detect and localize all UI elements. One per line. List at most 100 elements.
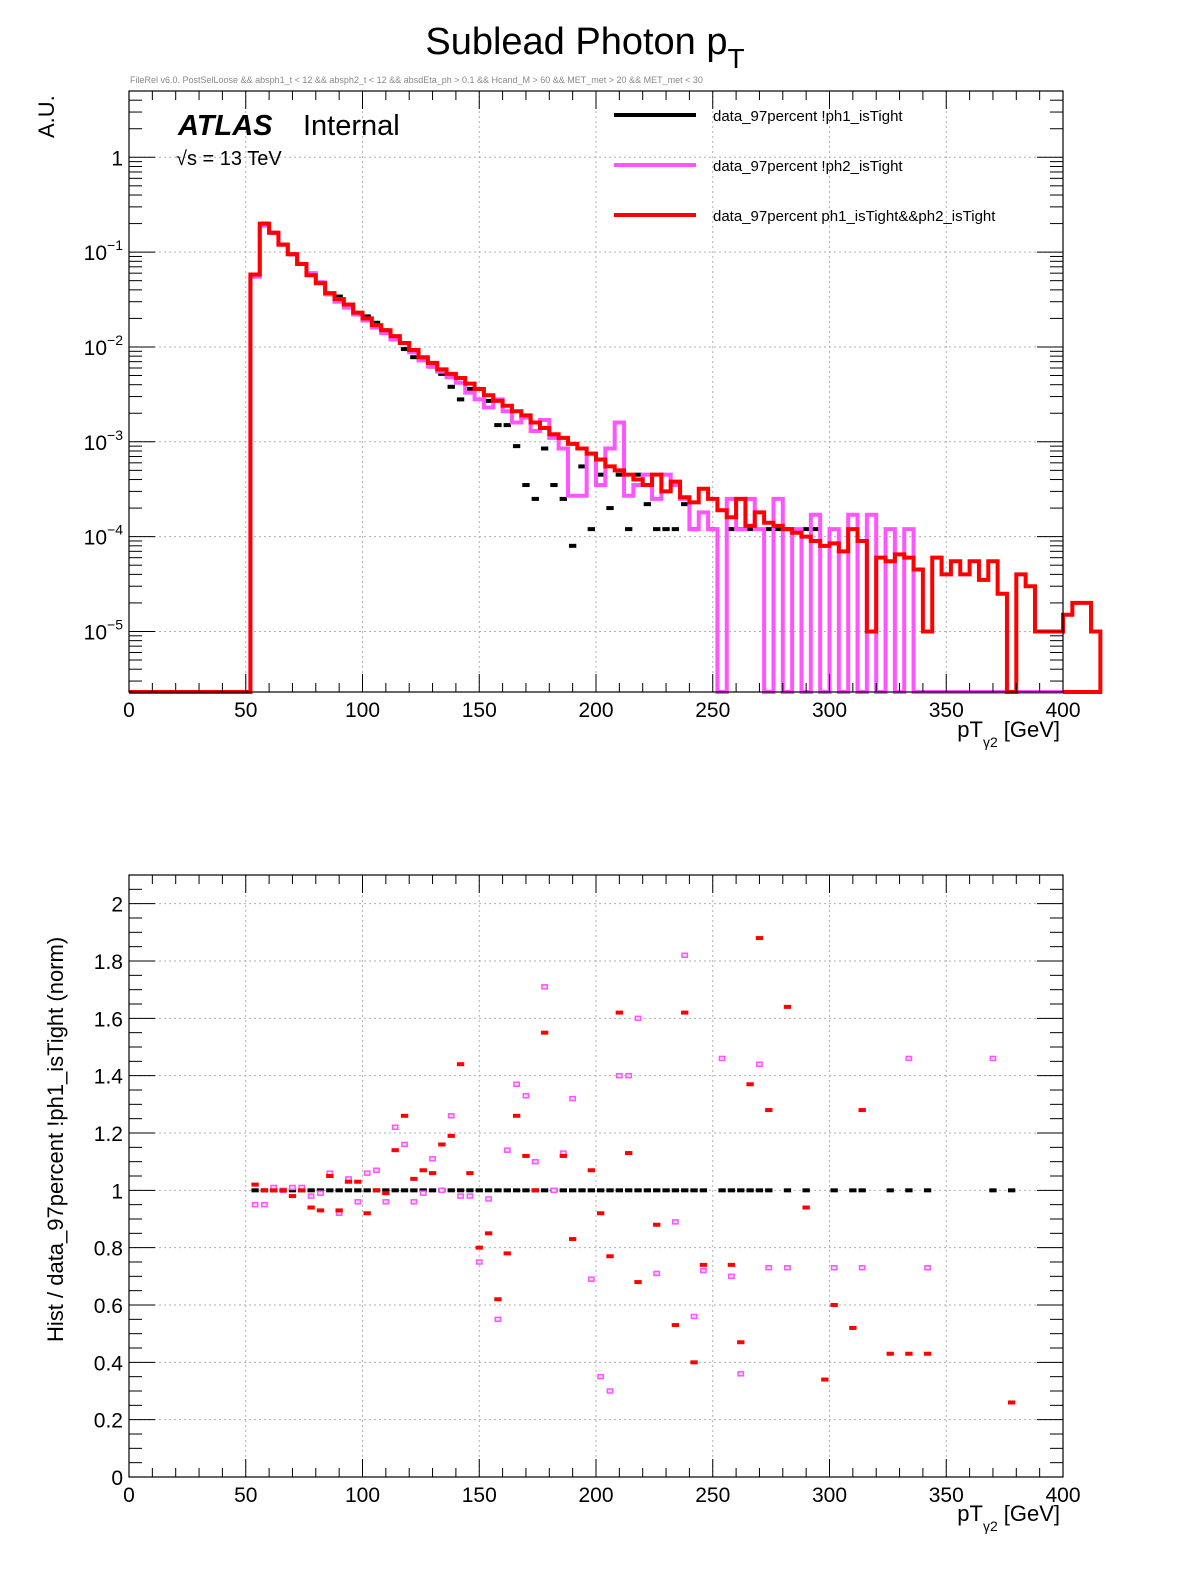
top-y-tick-label: 10−2 [84,332,124,360]
ratio-magenta-point [784,1264,791,1271]
top-y-tick-base: 10 [84,621,107,644]
legend-entry: data_97percent ph1_isTight&&ph2_isTight [713,208,996,225]
ratio-magenta-point [447,1113,455,1119]
bottom-x-tick-label: 300 [812,1484,847,1507]
top-panel: 0 50 100 150 200 250 300 350 400110−110−210−310−… [34,90,1103,750]
top-y-tick-exp: −4 [107,522,123,538]
top-y-tick-base: 1 [111,147,123,170]
ratio-magenta-point [382,1199,390,1205]
legend: data_97percent !ph1_isTight data_97percen… [614,108,996,225]
bottom-x-tick-label: 50 [234,1484,257,1507]
ratio-magenta-point [251,1201,259,1208]
top-y-tick-label: 10−1 [84,237,124,265]
bottom-x-tick-label: 400 [1045,1484,1080,1507]
top-y-tick-base: 10 [84,527,107,550]
top-series [129,221,1103,694]
legend-entry: data_97percent !ph1_isTight [713,108,903,125]
bottom-y-tick-label: 1.2 [94,1123,123,1146]
top-x-tick-label: 350 [929,699,964,722]
top-x-tick-label: 50 [234,699,257,722]
ratio-magenta-point [718,1055,726,1062]
top-x-tick-label: 150 [462,699,497,722]
bottom-ticks: 0 50 100 150 200 250 300 350 400 0 0.2 0.4 0.6 0.8 1 1.… [94,874,1081,1507]
bottom-x-tick-label: 350 [929,1484,964,1507]
ratio-magenta-point [289,1184,296,1191]
atlas-status: Internal [303,110,400,142]
top-grid [129,91,1063,692]
top-xlabel-main: pT [957,717,983,742]
ratio-magenta-point [625,1072,633,1079]
bottom-xlabel: pTγ2 [GeV] [957,1501,1060,1534]
ratio-magenta-point [550,1187,558,1194]
bottom-xlabel-unit: [GeV] [1004,1501,1060,1526]
bottom-panel: 0 50 100 150 200 250 300 350 400 0 0.2 0.4 0.6 0.8 1 1.… [43,874,1081,1534]
top-y-tick-exp: −1 [107,237,123,253]
ratio-magenta-point [569,1095,577,1102]
ratio-magenta-point [858,1264,866,1271]
ratio-magenta-point [503,1147,511,1153]
top-red-step [129,221,1103,694]
ratio-magenta-point [531,1158,539,1165]
legend-entry: data_97percent !ph2_isTight [713,158,903,175]
bottom-x-tick-label: 0 [123,1484,135,1507]
ratio-magenta-point [457,1193,464,1199]
ratio-magenta-point [475,1259,483,1265]
bottom-y-tick-label: 1 [111,1180,123,1203]
ratio-magenta-point [756,1061,763,1067]
ratio-magenta-point [653,1270,661,1277]
ratio-magenta-point [541,984,549,990]
bottom-xlabel-sub: γ2 [983,1518,998,1534]
chart-title-main: Sublead Photon p [425,21,727,63]
ratio-magenta-point [373,1167,380,1174]
top-y-tick-exp: −5 [107,616,123,632]
ratio-magenta-point [587,1276,595,1282]
bottom-y-tick-label: 0.8 [94,1238,123,1261]
top-xlabel-unit: [GeV] [1004,717,1060,742]
chart-title: Sublead Photon pT [425,21,744,74]
ratio-magenta-point [261,1201,268,1208]
top-x-tick-label: 0 [123,699,135,722]
ratio-magenta-point [317,1190,324,1196]
bottom-x-tick-label: 150 [462,1484,497,1507]
bottom-x-tick-label: 200 [578,1484,613,1507]
ratio-magenta-point [307,1193,315,1199]
top-y-tick-exp: −2 [107,332,123,348]
top-y-tick-label: 10−5 [84,616,124,644]
top-ticks: 0 50 100 150 200 250 300 350 400110−110−210−310−… [84,90,1081,722]
ratio-magenta-point [363,1170,371,1176]
ratio-magenta-point [606,1388,614,1394]
ratio-magenta-point [728,1273,735,1280]
ratio-magenta-point [354,1199,362,1205]
bottom-y-tick-label: 0.4 [94,1352,124,1375]
bottom-y-tick-label: 2 [111,894,123,917]
top-xlabel: pTγ2 [GeV] [957,717,1060,750]
top-x-tick-label: 250 [695,699,730,722]
ratio-magenta-point [597,1373,605,1380]
ratio-magenta-point [681,952,689,959]
top-x-tick-label: 300 [812,699,847,722]
top-y-tick-exp: −3 [107,427,123,443]
ratio-magenta-point [924,1264,931,1271]
top-x-tick-label: 100 [345,699,380,722]
ratio-magenta-point [513,1081,521,1088]
bottom-grid [129,875,1063,1477]
selection-text: FileRel v6.0. PostSelLoose && absph1_t <… [130,75,703,85]
ratio-magenta-point [419,1190,427,1196]
ratio-magenta-point [830,1264,838,1271]
top-y-tick-label: 1 [111,147,123,170]
bottom-x-tick-label: 250 [695,1484,730,1507]
ratio-magenta-point [401,1141,408,1148]
ratio-magenta-point [634,1015,642,1022]
ratio-magenta-point [438,1187,446,1194]
ratio-magenta-point [699,1267,707,1274]
atlas-label: ATLAS [177,110,273,142]
ratio-magenta-point [494,1316,502,1323]
top-y-tick-label: 10−3 [84,427,124,455]
ratio-magenta-point [485,1196,493,1202]
ratio-magenta-point [466,1193,474,1199]
bottom-y-tick-label: 1.4 [94,1066,124,1089]
top-y-tick-label: 10−4 [84,522,124,550]
top-y-tick-base: 10 [84,337,107,360]
bottom-x-tick-label: 100 [345,1484,380,1507]
